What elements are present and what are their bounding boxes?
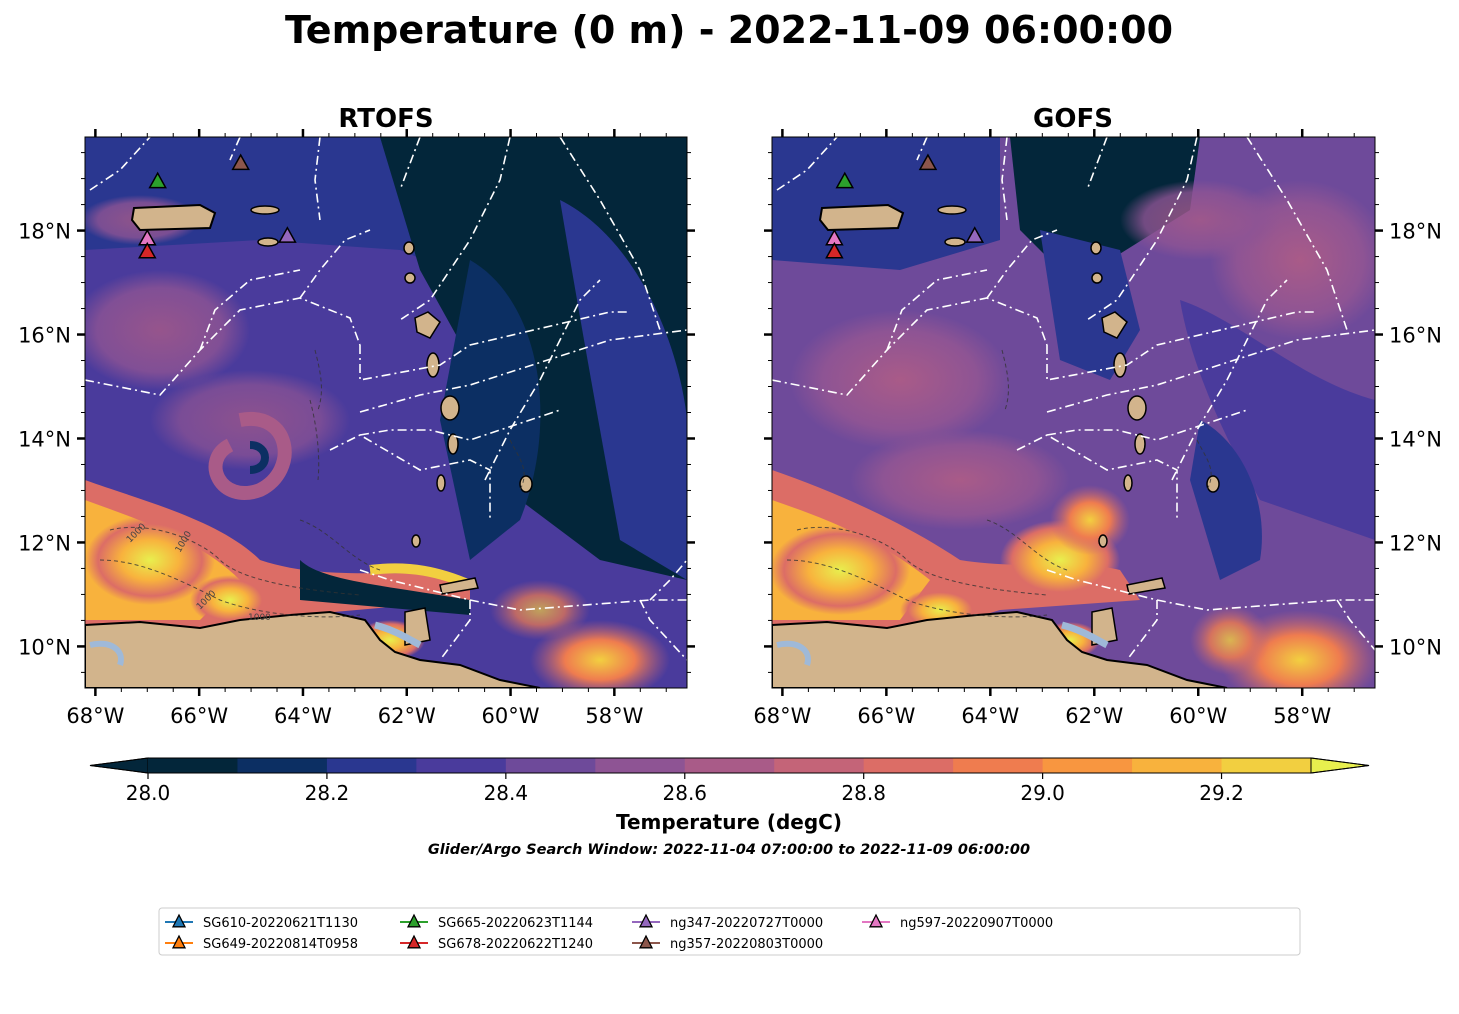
legend-label: ng597-20220907T0000	[900, 916, 1053, 931]
rtofs-axis-ticks: 68°W 66°W 64°W 62°W 60°W 58°W 18°N 16°N 14°N 12°N…	[18, 129, 695, 728]
lon-tick-label: 58°W	[1273, 704, 1331, 728]
rtofs-panel-title: RTOFS	[338, 104, 433, 134]
lon-tick-label: 64°W	[274, 704, 332, 728]
lon-tick-label: 66°W	[857, 704, 915, 728]
lat-tick-label: 10°N	[18, 635, 71, 659]
search-window-caption: Glider/Argo Search Window: 2022-11-04 07…	[428, 842, 1030, 858]
legend-triangle-icon	[638, 913, 654, 928]
lon-tick-label: 62°W	[1065, 704, 1123, 728]
figure-title: Temperature (0 m) - 2022-11-09 06:00:00	[285, 8, 1173, 52]
glider-marker[interactable]	[138, 241, 157, 259]
colorbar-cell	[953, 758, 1044, 773]
glider-marker[interactable]	[148, 171, 167, 189]
legend-label: ng347-20220727T0000	[670, 916, 823, 931]
legend-entry: SG610-20220621T1130	[165, 913, 358, 931]
lon-tick-label: 68°W	[66, 704, 124, 728]
colorbar-cell	[1132, 758, 1223, 773]
lat-tick-label: 16°N	[1389, 324, 1442, 348]
legend-triangle-icon	[406, 913, 422, 928]
legend-label: SG665-20220623T1144	[438, 916, 593, 931]
colorbar-cell	[237, 758, 328, 773]
lat-tick-label: 16°N	[18, 324, 71, 348]
legend-label: SG610-20220621T1130	[203, 916, 358, 931]
colorbar-cell	[1042, 758, 1133, 773]
colorbar-tick-label: 28.6	[663, 781, 708, 805]
gofs-map[interactable]	[770, 137, 1390, 710]
legend-triangle-icon	[868, 913, 884, 928]
contour-label: 1000	[248, 613, 271, 623]
legend-triangle-icon	[638, 934, 654, 949]
legend-frame	[158, 907, 1301, 956]
colorbar-cell	[416, 758, 507, 773]
colorbar-cell	[595, 758, 686, 773]
lon-tick-label: 62°W	[378, 704, 436, 728]
legend-label: ng357-20220803T0000	[670, 937, 823, 952]
lon-tick-label: 66°W	[170, 704, 228, 728]
glider-marker[interactable]	[231, 153, 250, 171]
colorbar-cell	[684, 758, 775, 773]
lat-tick-label: 12°N	[1389, 531, 1442, 555]
legend-entry: ng357-20220803T0000	[632, 934, 823, 952]
gofs-panel: GOFS	[753, 104, 1442, 728]
lon-tick-label: 60°W	[1169, 704, 1227, 728]
glider-marker[interactable]	[918, 153, 938, 171]
rtofs-panel: RTOFS	[18, 104, 695, 728]
legend-entry: SG649-20220814T0958	[165, 934, 358, 952]
gofs-axis-ticks: 68°W 66°W 64°W 62°W 60°W 58°W 18°N 16°N 14°N 12°N…	[753, 129, 1442, 728]
colorbar-extend-max	[1310, 757, 1370, 774]
lat-tick-label: 18°N	[18, 220, 71, 244]
legend-label: SG649-20220814T0958	[203, 937, 358, 952]
lat-tick-label: 14°N	[1389, 427, 1442, 451]
colorbar-label: Temperature (degC)	[616, 810, 842, 834]
colorbar-tick-label: 29.2	[1199, 781, 1244, 805]
rtofs-markers	[138, 153, 297, 259]
legend-triangle-icon	[171, 913, 187, 928]
lat-tick-label: 12°N	[18, 531, 71, 555]
glider-marker[interactable]	[965, 226, 985, 243]
lat-tick-label: 10°N	[1389, 635, 1442, 659]
legend-entry: SG665-20220623T1144	[400, 913, 593, 931]
legend-entry: ng347-20220727T0000	[632, 913, 823, 931]
colorbar-tick-label: 28.4	[484, 781, 529, 805]
glider-marker[interactable]	[278, 226, 297, 243]
lon-tick-label: 64°W	[961, 704, 1019, 728]
colorbar-tick-label: 28.2	[305, 781, 350, 805]
colorbar-tick-label: 28.8	[841, 781, 886, 805]
colorbar-extend-min	[89, 757, 149, 774]
colorbar-cell	[1221, 758, 1312, 773]
rtofs-map[interactable]: 1000 1000 1000 1000	[70, 137, 687, 700]
legend-entry: ng597-20220907T0000	[862, 913, 1053, 931]
colorbar-tick-label: 28.0	[126, 781, 171, 805]
legend-entry: SG678-20220622T1240	[400, 934, 593, 952]
legend: SG610-20220621T1130 SG649-20220814T0958 SG…	[158, 907, 1301, 956]
colorbar-cell	[863, 758, 954, 773]
legend-triangle-icon	[406, 934, 422, 949]
gofs-markers	[825, 153, 985, 259]
legend-label: SG678-20220622T1240	[438, 937, 593, 952]
colorbar-tick-label: 29.0	[1020, 781, 1065, 805]
colorbar-cell	[505, 758, 596, 773]
colorbar-cell	[774, 758, 865, 773]
lat-tick-label: 14°N	[18, 427, 71, 451]
glider-marker[interactable]	[825, 241, 844, 259]
lat-tick-label: 18°N	[1389, 220, 1442, 244]
lon-tick-label: 68°W	[753, 704, 811, 728]
glider-marker[interactable]	[835, 171, 855, 189]
lon-tick-label: 60°W	[482, 704, 540, 728]
legend-triangle-icon	[171, 934, 187, 949]
colorbar-cell	[326, 758, 417, 773]
lon-tick-label: 58°W	[585, 704, 643, 728]
gofs-panel-title: GOFS	[1033, 104, 1113, 134]
colorbar: 28.0 28.2 28.4 28.6 28.8 29.0 29.2 Temperature…	[89, 757, 1370, 834]
colorbar-cell	[148, 758, 238, 773]
